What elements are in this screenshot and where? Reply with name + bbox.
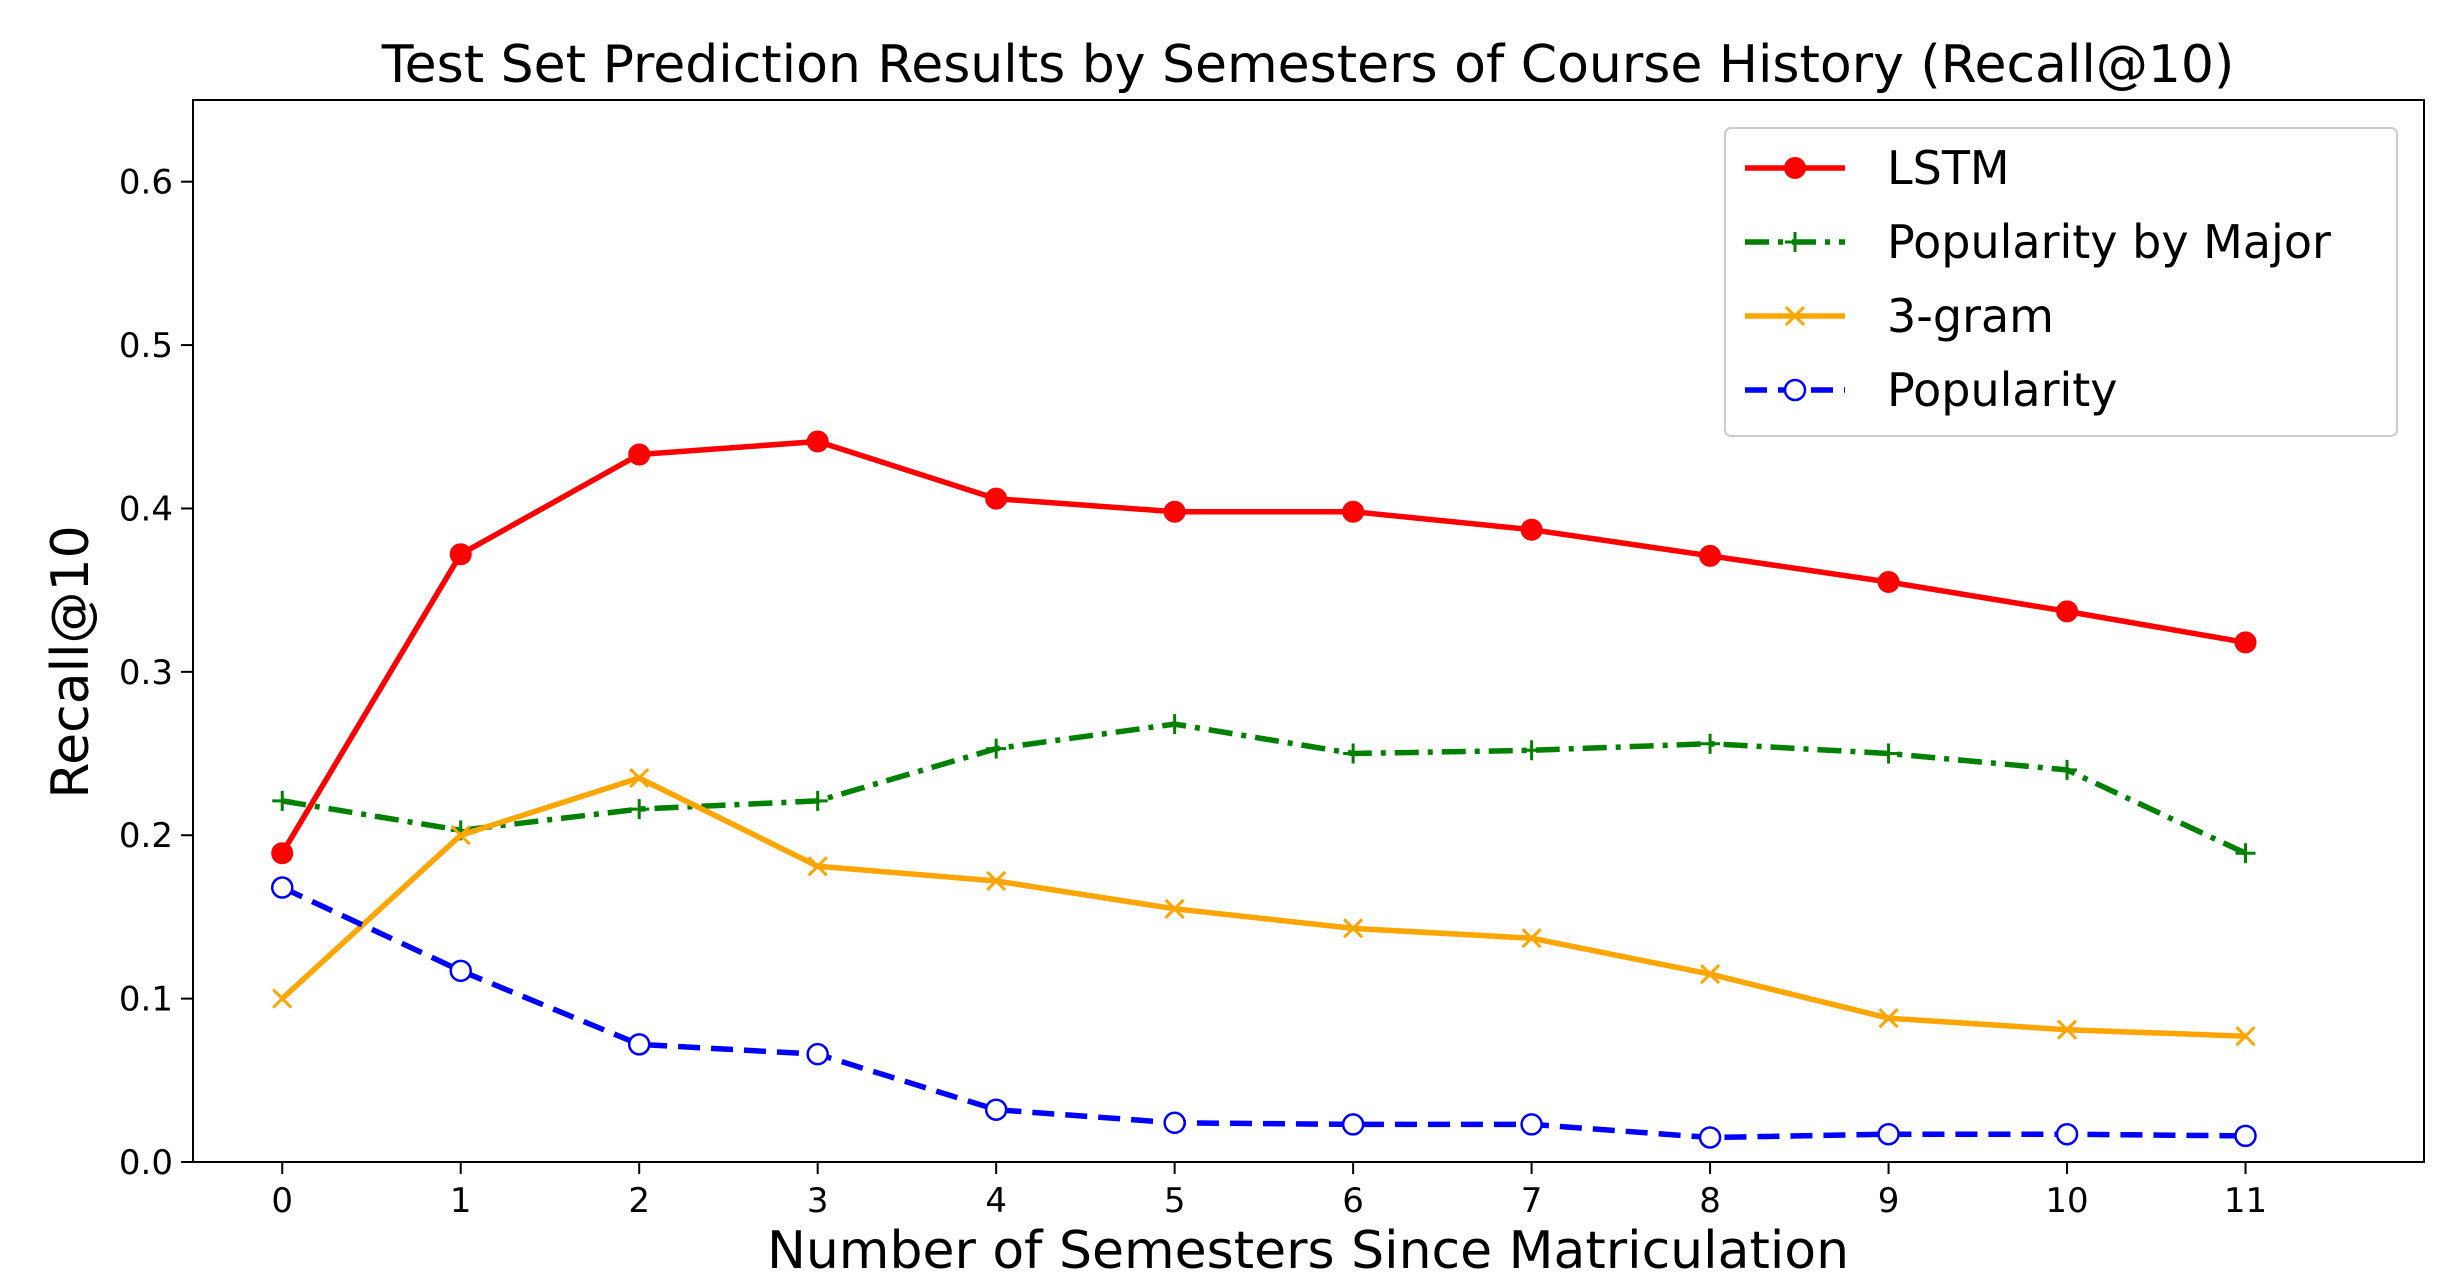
data-point-popularity (2055, 1122, 2079, 1146)
data-point-3-gram (2235, 1026, 2256, 1047)
data-point-3-gram (1521, 928, 1542, 949)
data-point-lstm (1699, 544, 1722, 567)
data-point-3-gram (1700, 964, 1721, 985)
data-point-popularity (270, 876, 294, 899)
data-point-popularity (1341, 1113, 1365, 1136)
x-tick-label: 3 (807, 1181, 829, 1221)
data-point-popularity (984, 1098, 1008, 1121)
data-point-popularity-by-major (2235, 843, 2256, 864)
data-point-popularity-by-major (629, 799, 650, 820)
series-lstm (271, 430, 2257, 865)
legend-entry-lstm: LSTM (1745, 141, 2010, 195)
data-point-popularity (1520, 1113, 1543, 1136)
data-point-popularity (1698, 1126, 1722, 1149)
data-point-lstm (628, 443, 651, 466)
series-line-lstm (279, 438, 2246, 855)
x-tick-label: 11 (2224, 1181, 2267, 1221)
series-popularity-by-major (272, 714, 2256, 864)
x-tick-label: 9 (1878, 1181, 1900, 1221)
y-tick-label: 0.5 (119, 326, 173, 366)
legend-label: LSTM (1887, 141, 2010, 195)
x-tick-label: 0 (271, 1181, 293, 1221)
data-point-popularity-by-major (1521, 740, 1542, 761)
series-line-popularity (281, 885, 2246, 1141)
data-point-popularity-by-major (807, 790, 828, 811)
legend-label: Popularity by Major (1887, 215, 2331, 269)
data-point-popularity (1163, 1111, 1186, 1135)
data-point-3-gram (450, 825, 471, 846)
y-tick-label: 0.2 (119, 816, 173, 856)
legend-swatch-marker (1784, 157, 1806, 179)
x-tick-label: 1 (450, 1181, 472, 1221)
data-point-lstm (2234, 631, 2257, 654)
x-tick-label: 10 (2045, 1181, 2088, 1221)
data-point-lstm (1342, 500, 1365, 523)
data-point-popularity (627, 1033, 651, 1056)
data-point-popularity (2234, 1124, 2257, 1148)
series-3-gram (272, 767, 2256, 1047)
legend: LSTM Popularity by Major 3-gram Popularity (1724, 127, 2398, 437)
data-point-popularity-by-major (1878, 743, 1899, 764)
x-tick-label: 6 (1342, 1181, 1364, 1221)
y-axis-label: Recall@10 (41, 525, 101, 798)
plot-area: 0.0 0.1 0.2 0.3 0.4 0.5 0.6 0 1 2 3 4 5 6 7 8 9 10 11 (119, 99, 2425, 1221)
data-point-lstm (1877, 570, 1900, 593)
data-point-popularity (1877, 1122, 1900, 1146)
y-tick-label: 0.4 (119, 489, 173, 529)
legend-entry-popularity-by-major: Popularity by Major (1745, 215, 2331, 269)
data-point-lstm (1163, 500, 1186, 523)
data-point-3-gram (1343, 918, 1364, 939)
series-line-popularity-by-major (281, 721, 2247, 856)
data-point-3-gram (1878, 1008, 1899, 1029)
legend-label: Popularity (1887, 363, 2118, 417)
legend-swatch-marker (1785, 232, 1805, 252)
x-tick-label: 8 (1699, 1181, 1721, 1221)
x-tick-label: 2 (628, 1181, 650, 1221)
data-point-3-gram (272, 988, 293, 1009)
data-point-lstm (806, 430, 829, 453)
data-point-lstm (271, 842, 294, 865)
data-point-3-gram (629, 767, 650, 789)
data-point-popularity-by-major (1700, 733, 1721, 754)
data-point-lstm (449, 543, 472, 566)
x-tick-label: 7 (1521, 1181, 1543, 1221)
data-point-popularity-by-major (272, 790, 293, 811)
legend-box (1724, 127, 2398, 437)
y-tick-label: 0.0 (119, 1143, 173, 1183)
data-point-popularity-by-major (1164, 714, 1185, 735)
data-point-popularity (806, 1042, 829, 1066)
x-tick-label: 5 (1164, 1181, 1186, 1221)
y-tick-label: 0.3 (119, 653, 173, 693)
data-point-popularity (449, 959, 472, 983)
data-point-lstm (1520, 518, 1543, 541)
y-tick-label: 0.1 (119, 980, 173, 1020)
series-line-3-gram (280, 775, 2246, 1039)
data-point-lstm (2056, 600, 2079, 623)
chart-title: Test Set Prediction Results by Semesters… (381, 35, 2235, 95)
data-point-popularity-by-major (986, 738, 1007, 759)
data-point-popularity-by-major (1343, 743, 1364, 764)
data-point-3-gram (807, 856, 828, 877)
data-point-lstm (985, 487, 1008, 510)
plot-frame (192, 99, 2425, 1163)
legend-swatch-marker (1784, 305, 1806, 327)
y-tick-label: 0.6 (119, 163, 173, 203)
legend-entry-3-gram: 3-gram (1745, 289, 2054, 343)
data-point-popularity-by-major (2057, 759, 2078, 780)
legend-swatch-marker (1783, 378, 1807, 402)
legend-label: 3-gram (1887, 289, 2054, 343)
x-axis-label: Number of Semesters Since Matriculation (767, 1221, 1849, 1281)
series-popularity (270, 876, 2257, 1149)
data-point-3-gram (986, 870, 1007, 892)
legend-entry-popularity: Popularity (1745, 363, 2118, 417)
data-point-3-gram (2056, 1019, 2078, 1040)
x-tick-label: 4 (985, 1181, 1007, 1221)
data-point-3-gram (1164, 898, 1185, 919)
